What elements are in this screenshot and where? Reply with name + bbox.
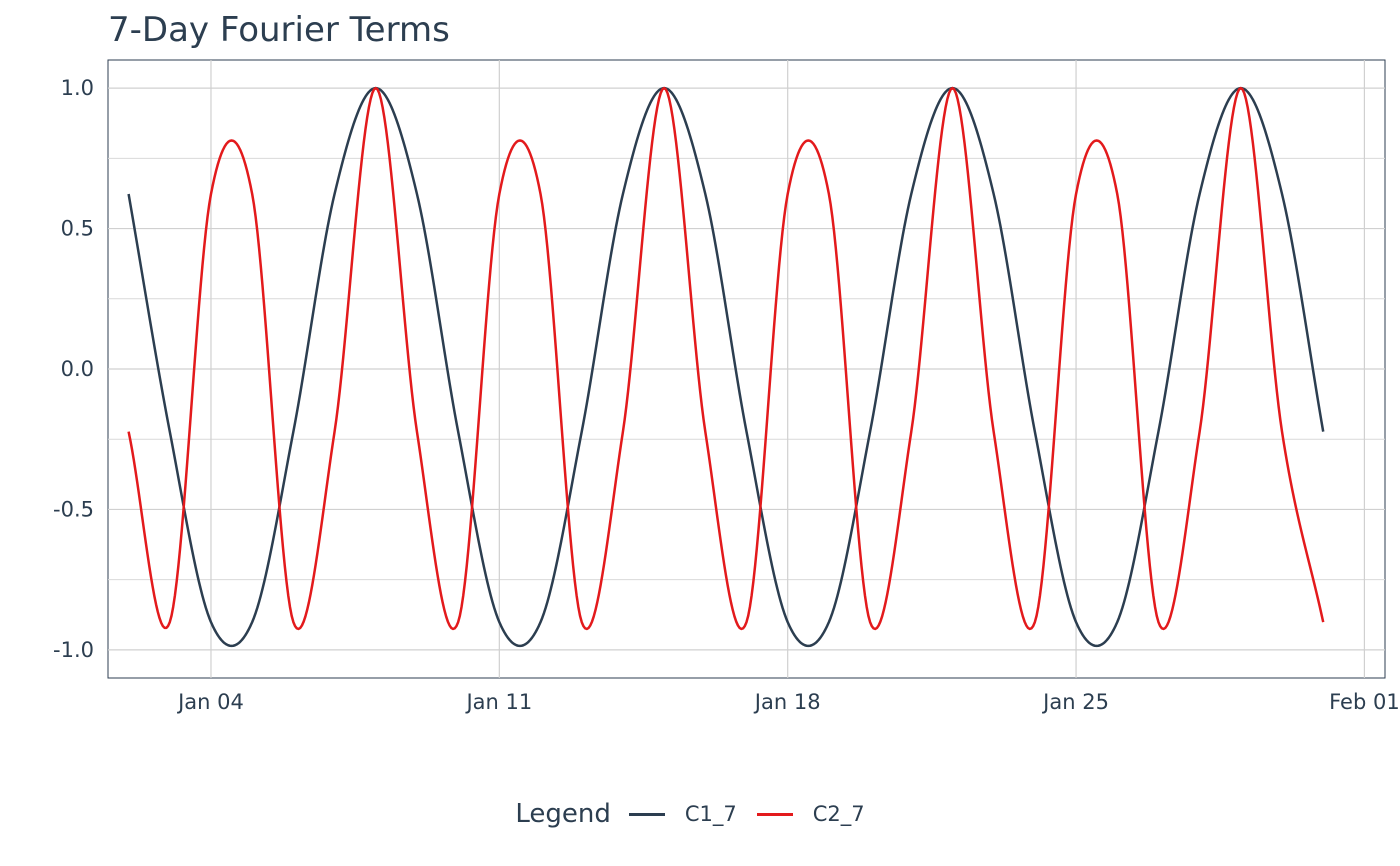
legend-label-c1-7: C1_7 xyxy=(684,802,737,826)
x-tick-label: Feb 01 xyxy=(1329,690,1400,714)
series-line-c1-7 xyxy=(127,86,1325,648)
legend-swatch-c2-7 xyxy=(756,812,793,816)
y-axis-tick-labels: 1.0 0.5 0.0 -0.5 -1.0 xyxy=(53,76,94,662)
major-gridlines xyxy=(108,60,1385,678)
legend-item-c1-7: C1_7 xyxy=(628,802,737,826)
legend: Legend C1_7 C2_7 xyxy=(0,790,1400,838)
y-tick-label: -0.5 xyxy=(53,497,94,521)
chart-title: 7-Day Fourier Terms xyxy=(108,10,450,50)
x-tick-label: Jan 11 xyxy=(464,690,532,714)
y-tick-label: 0.5 xyxy=(61,217,94,241)
y-tick-label: 0.0 xyxy=(61,357,94,381)
minor-gridlines xyxy=(108,157,1385,581)
y-tick-label: 1.0 xyxy=(61,76,94,100)
series-line-c2-7 xyxy=(127,86,1325,631)
legend-swatch-c1-7 xyxy=(628,812,665,816)
legend-title: Legend xyxy=(515,799,611,829)
x-axis-tick-labels: Jan 04 Jan 11 Jan 18 Jan 25 Feb 01 xyxy=(176,690,1400,714)
y-tick-label: -1.0 xyxy=(53,638,94,662)
x-tick-label: Jan 25 xyxy=(1041,690,1109,714)
line-chart: 1.00.50.0-0.5-1.0 Jan 04 Jan 11 Jan 18 Jan … xyxy=(53,59,1400,714)
x-tick-label: Jan 18 xyxy=(753,690,821,714)
x-tick-label: Jan 04 xyxy=(176,690,244,714)
legend-item-c2-7: C2_7 xyxy=(756,802,865,826)
legend-label-c2-7: C2_7 xyxy=(812,802,865,826)
series-lines xyxy=(127,86,1325,648)
